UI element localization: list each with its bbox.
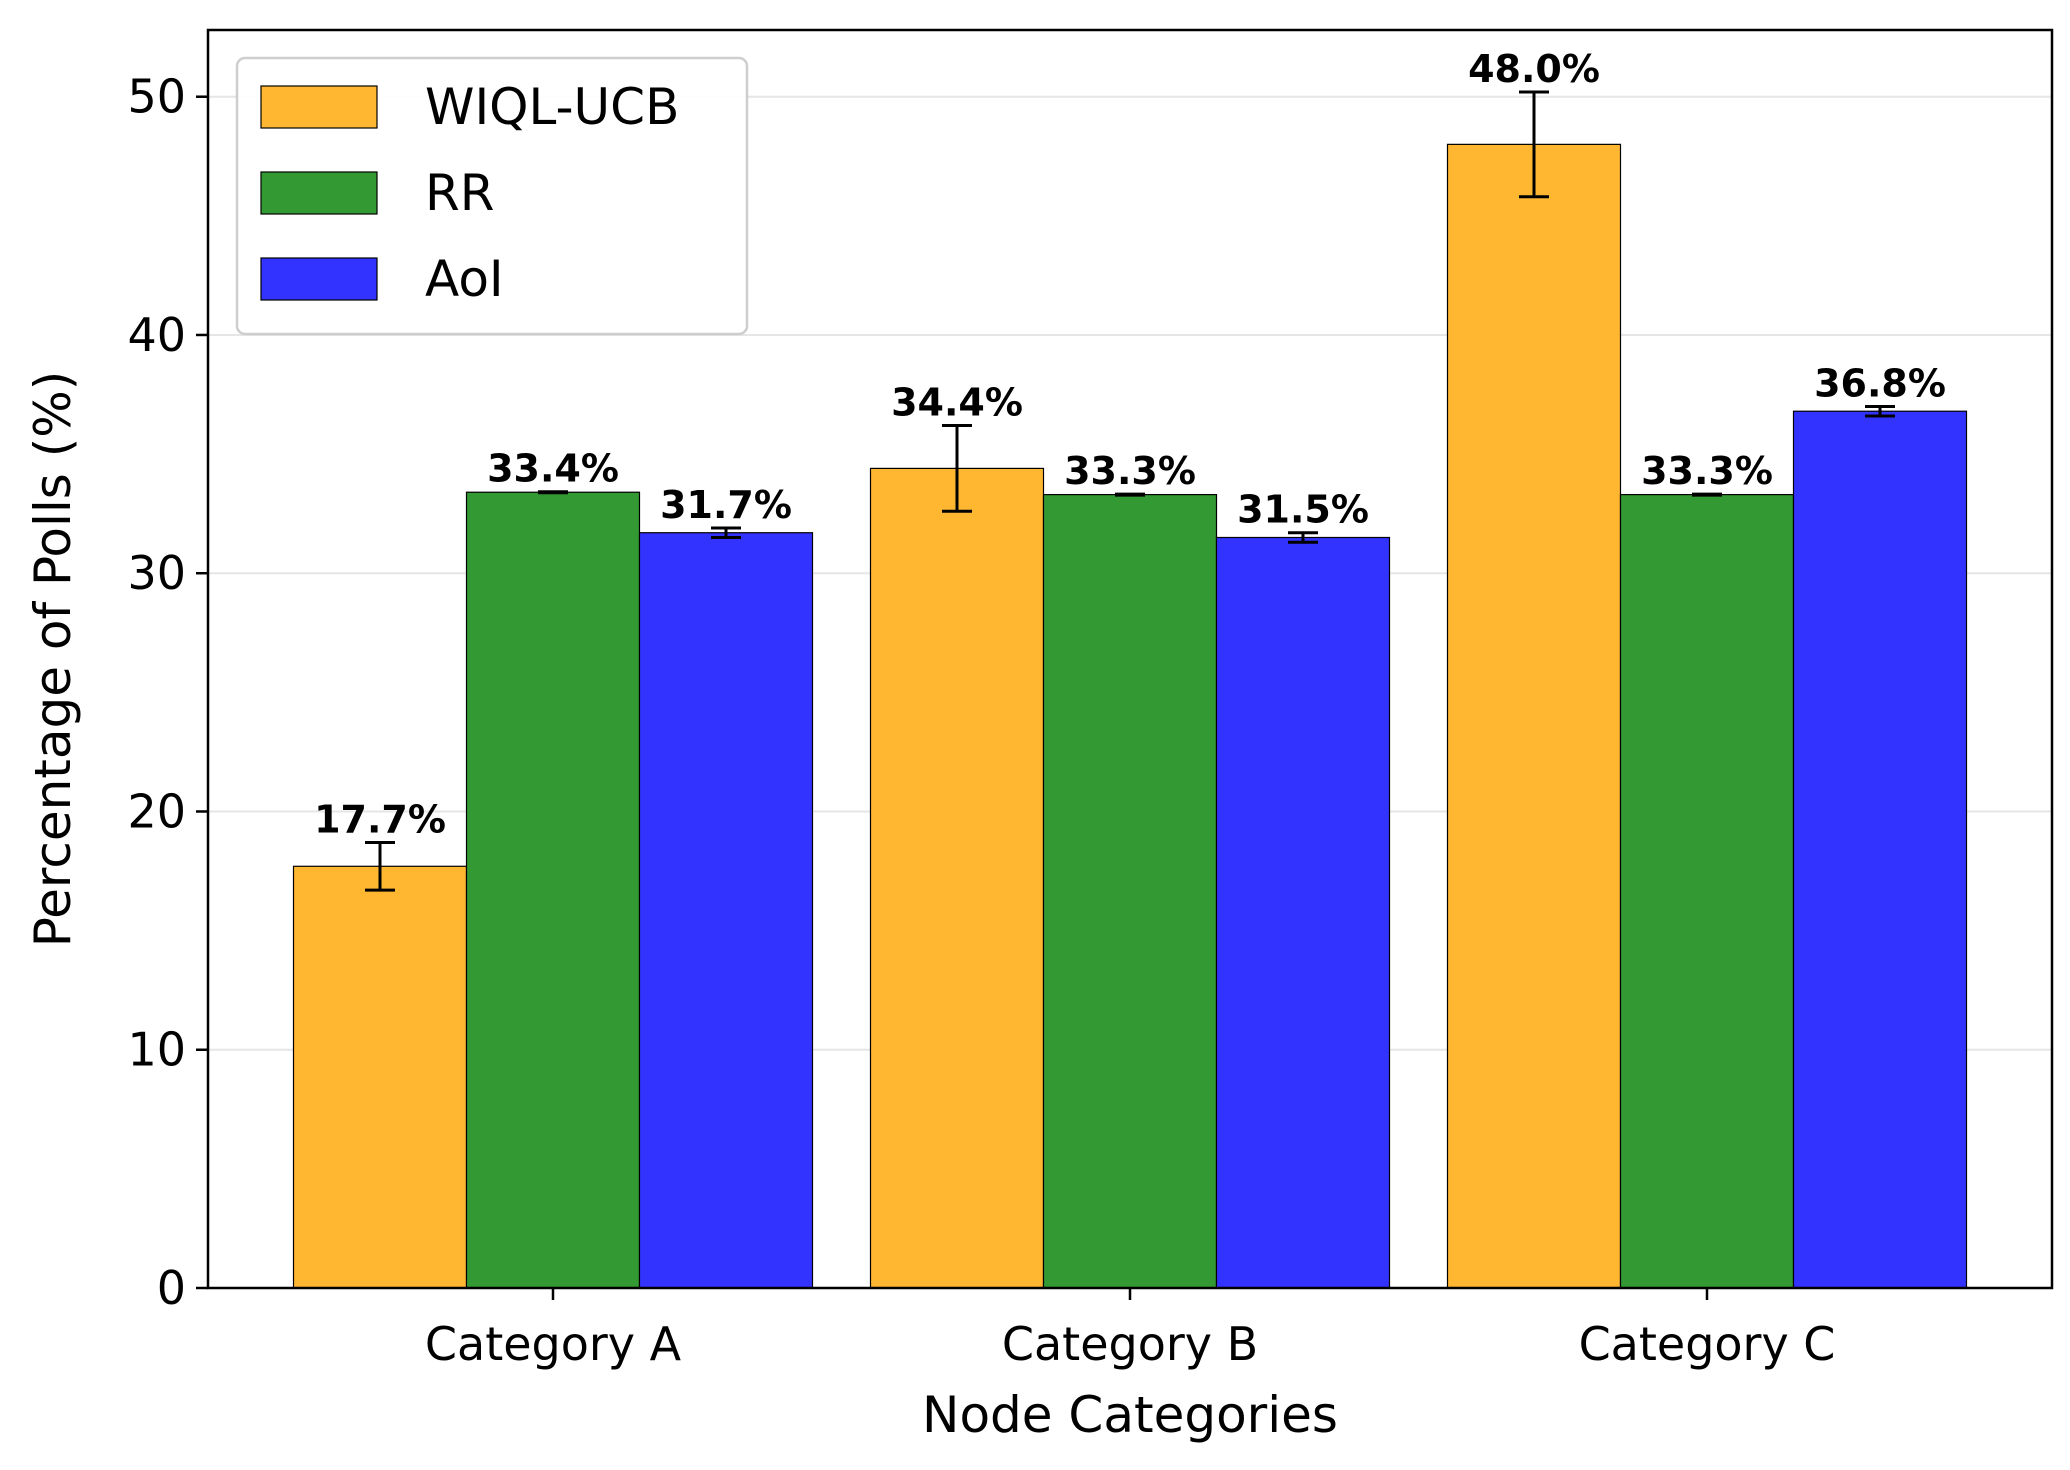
legend: WIQL-UCB RR AoI: [235, 56, 749, 336]
legend-swatch: [260, 171, 378, 215]
bar: [1792, 410, 1968, 1289]
bar: [869, 467, 1045, 1289]
x-axis-title: Node Categories: [922, 1386, 1338, 1444]
bars: [292, 143, 1968, 1289]
y-axis-title: Percentage of Polls (%): [24, 371, 82, 947]
bar: [465, 491, 641, 1289]
bar: [1215, 536, 1391, 1289]
y-tick-label: 50: [127, 70, 186, 124]
data-label: 31.7%: [660, 483, 792, 527]
y-tick-label: 10: [127, 1023, 186, 1077]
legend-swatch: [260, 257, 378, 301]
data-label: 17.7%: [314, 797, 446, 841]
x-tick-label: Category B: [1002, 1317, 1258, 1371]
x-tick-label: Category A: [425, 1317, 682, 1371]
data-labels: 17.7% 33.4% 31.7% 34.4% 33.3% 31.5% 48.0% 33.3%…: [314, 47, 1946, 842]
legend-label: AoI: [425, 250, 504, 308]
data-label: 33.3%: [1064, 449, 1196, 493]
data-label: 48.0%: [1468, 47, 1600, 91]
error-bars: [365, 90, 1895, 892]
data-label: 34.4%: [891, 381, 1023, 425]
y-tick-label: 20: [127, 784, 186, 838]
y-tick-label: 30: [127, 546, 186, 600]
legend-swatch: [260, 85, 378, 129]
data-label: 36.8%: [1814, 361, 1946, 405]
bar: [1619, 494, 1795, 1289]
bar: [638, 532, 814, 1289]
x-tick-label: Category C: [1579, 1317, 1836, 1371]
data-label: 31.5%: [1237, 488, 1369, 532]
data-label: 33.4%: [487, 447, 619, 491]
y-tick-label: 40: [127, 308, 186, 362]
bar: [292, 865, 468, 1289]
axes: 0 10 20 30 40 50 Category A Category B Category …: [127, 70, 1835, 1371]
bar: [1042, 494, 1218, 1289]
y-tick-label: 0: [157, 1261, 186, 1315]
bar: [1446, 143, 1622, 1289]
data-label: 33.3%: [1641, 449, 1773, 493]
legend-label: RR: [425, 164, 494, 222]
legend-label: WIQL-UCB: [425, 78, 679, 136]
